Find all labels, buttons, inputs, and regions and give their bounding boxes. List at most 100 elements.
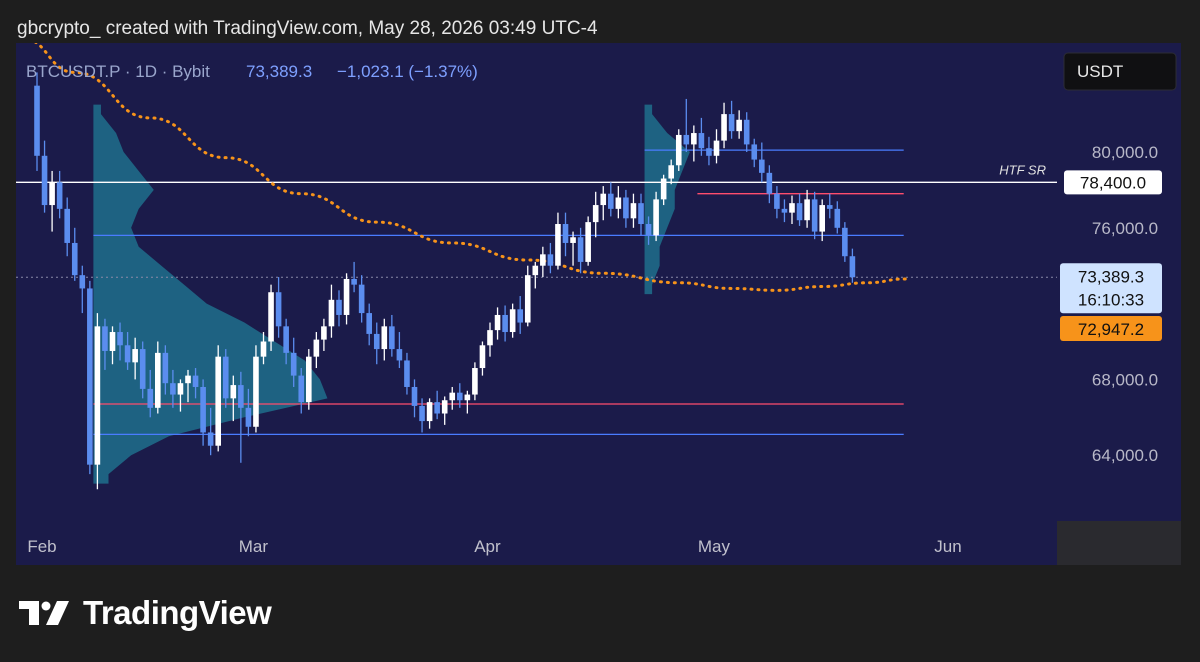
tradingview-logo-icon [19,601,69,625]
candle-body [849,256,856,278]
candle [683,98,690,152]
tradingview-logo[interactable]: TradingView [17,594,272,632]
symbol-info: BTCUSDT.P · 1D · Bybit [26,62,210,81]
candle [834,201,841,234]
time-tick-label: Feb [27,537,56,556]
candle-body [71,242,78,276]
candle [238,371,244,463]
candle [298,368,305,414]
candle [222,349,229,408]
candle-body [509,309,516,333]
candle-body [675,134,682,166]
candle-body [404,360,410,387]
htf-sr-price-label: 78,400.0 [1080,173,1146,192]
currency-label: USDT [1077,62,1123,81]
candle [721,102,727,149]
candle [638,193,644,236]
candle-body [245,407,252,427]
candle-body [706,148,712,156]
candle [532,261,539,289]
currency-button[interactable] [1063,52,1177,91]
candle [253,345,259,433]
candle [449,386,456,410]
candle-body [56,182,63,209]
candle-body [774,193,780,209]
candle-body [623,197,629,219]
last-value: 73,389.3 [246,62,312,81]
candle-body [94,326,101,465]
candle-body [668,165,674,179]
candle-body [638,203,644,225]
candle [585,216,591,266]
candle-body [419,405,425,422]
candle-body [411,386,418,406]
candle [313,332,320,369]
htf-sr-label: HTF SR [999,162,1046,177]
candle-body [691,133,697,145]
candle-body [207,432,214,446]
candle-body [155,352,161,408]
candle-body [517,309,523,323]
candle-body [102,326,108,351]
candle-body [487,330,493,346]
candle-body [238,385,244,408]
candle-body [479,345,486,369]
candle [555,212,561,270]
candle-body [313,339,320,357]
candle [230,375,237,422]
candle [389,314,395,357]
candles [34,72,856,490]
candle-body [781,208,788,213]
candle [743,112,750,152]
candle [713,129,720,164]
candle [185,369,191,403]
candle [426,398,433,429]
candle-body [396,349,403,361]
candle-body [457,392,463,401]
candle-body [200,386,206,433]
candle-body [713,140,720,156]
candle-body [743,119,750,145]
price-tick-label: 64,000.0 [1092,446,1158,465]
time-tick-label: Jun [934,537,961,556]
candle-body [441,400,448,414]
candle-body [449,392,456,401]
candle-body [842,227,848,257]
candle [192,368,199,399]
candle [698,117,705,156]
candle-body [630,203,637,219]
candle [358,275,365,323]
chart-credit: gbcrypto_ created with TradingView.com, … [17,18,598,39]
candle-body [170,383,176,395]
candle [570,231,576,266]
candle-body [185,375,191,384]
candle [728,100,735,139]
candle [117,322,123,361]
candle [789,195,795,225]
candle-body [41,155,48,206]
candle-body [721,114,727,141]
candle [336,290,342,327]
candle [547,242,554,274]
candle [139,341,146,399]
candle-body [351,278,357,285]
candle [819,199,825,242]
level-lines: HTF SR [16,149,1057,436]
candle [472,362,478,401]
candle [630,193,637,228]
candle-body [283,326,289,353]
candle-body [147,388,154,408]
candle-body [268,292,274,342]
candle [524,265,531,327]
candle-body [79,275,86,289]
candle-body [615,197,622,209]
candle [562,212,569,257]
candle-body [698,133,705,149]
candle-body [555,224,561,266]
candle-body [728,114,735,132]
candle [351,261,357,293]
candle-body [494,314,501,331]
candle-body [751,144,758,160]
candle [170,369,176,408]
